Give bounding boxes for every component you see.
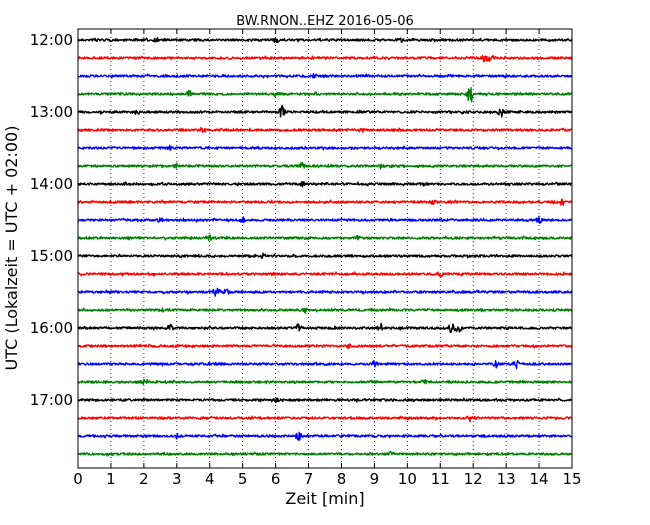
y-tick-label: 12:00 (30, 31, 73, 49)
seismic-trace (77, 415, 573, 423)
y-tick-label: 17:00 (30, 391, 73, 409)
seismic-trace (77, 161, 573, 170)
seismic-trace (77, 37, 573, 44)
traces-layer (77, 37, 573, 457)
y-tick-label: 16:00 (30, 319, 73, 337)
x-tick-label: 0 (73, 470, 83, 488)
x-tick-label: 15 (562, 470, 581, 488)
x-tick-label: 1 (106, 470, 116, 488)
x-tick-label: 12 (464, 470, 483, 488)
x-tick-label: 7 (304, 470, 314, 488)
seismic-trace (77, 198, 573, 206)
x-tick-label: 3 (172, 470, 182, 488)
seismic-trace (77, 271, 573, 278)
seismic-trace (77, 397, 573, 404)
seismic-trace (77, 343, 573, 350)
plot-frame (77, 28, 573, 469)
seismic-trace (77, 215, 573, 224)
seismic-trace (77, 144, 573, 152)
x-tick-label: 14 (530, 470, 549, 488)
y-axis-label: UTC (Lokalzeit = UTC + 02:00) (2, 126, 21, 371)
seismic-trace (77, 252, 573, 260)
seismic-trace (77, 104, 573, 118)
x-tick-label: 11 (431, 470, 450, 488)
x-tick-label: 8 (337, 470, 347, 488)
seismic-trace (77, 126, 573, 133)
seismic-trace (77, 234, 573, 242)
seismic-trace (77, 431, 573, 441)
x-tick-label: 6 (271, 470, 281, 488)
seismic-trace (77, 73, 573, 79)
x-tick-label: 10 (398, 470, 417, 488)
seismic-trace (77, 87, 573, 103)
x-tick-label: 13 (497, 470, 516, 488)
y-tick-label: 15:00 (30, 247, 73, 265)
x-axis-ticks: 0 1 2 3 4 5 6 7 8 9 10 11 12 13 14 15 (73, 29, 582, 488)
x-tick-label: 4 (205, 470, 215, 488)
seismic-trace (77, 307, 573, 314)
chart-title: BW.RNON..EHZ 2016-05-06 (236, 14, 414, 29)
x-axis-label: Zeit [min] (285, 489, 364, 508)
seismic-trace (77, 359, 573, 370)
seismic-trace (77, 378, 573, 385)
seismic-trace (77, 181, 573, 188)
y-axis-ticks: 12:00 13:00 14:00 15:00 16:00 17:00 (30, 31, 83, 409)
x-tick-label: 9 (370, 470, 380, 488)
seismic-trace (77, 287, 573, 297)
x-tick-label: 5 (238, 470, 248, 488)
x-tick-label: 2 (139, 470, 149, 488)
seismic-trace (77, 322, 573, 334)
y-tick-label: 13:00 (30, 103, 73, 121)
seismic-trace (77, 54, 573, 63)
seismic-trace (77, 450, 573, 457)
y-tick-label: 14:00 (30, 175, 73, 193)
